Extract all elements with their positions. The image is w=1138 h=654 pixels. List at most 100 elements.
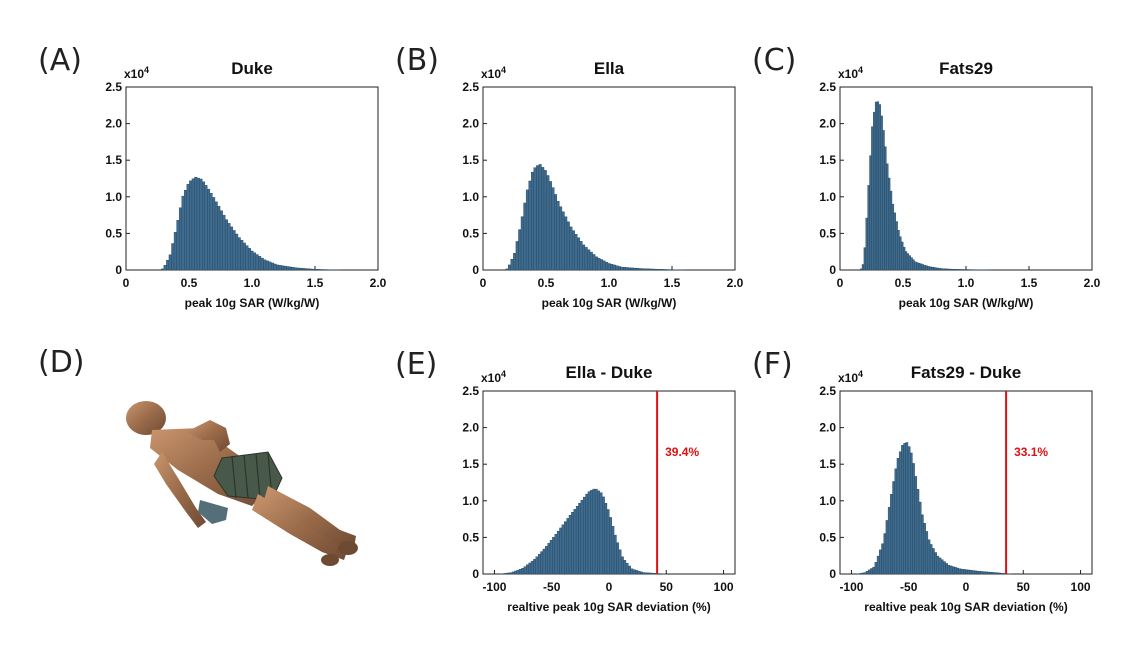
y-multiplier: x104 [838, 65, 863, 81]
histogram-bar [615, 265, 619, 271]
histogram-bar [518, 568, 522, 575]
histogram-bar [583, 496, 586, 575]
histogram-bar [861, 264, 865, 271]
x-tick-label: 2.0 [370, 276, 387, 290]
histogram-bar [971, 570, 975, 575]
histogram-bar [189, 180, 193, 271]
histogram-bar [579, 241, 583, 271]
histogram-bar [923, 264, 926, 271]
histogram-bar [173, 232, 177, 271]
histogram-bar [998, 572, 1001, 575]
histogram-bar [600, 259, 604, 271]
y-tick-label: 2.0 [105, 117, 122, 131]
histogram-bar [232, 230, 236, 271]
histogram-bar [293, 267, 297, 271]
histogram-bar [938, 557, 942, 575]
histogram-bar [929, 544, 933, 575]
histogram-bar [870, 568, 873, 575]
histogram-bar [861, 572, 865, 575]
histogram-bar [296, 267, 300, 271]
x-tick-label: 2.0 [727, 276, 744, 290]
axes-frame [839, 390, 1093, 575]
histogram-bar [959, 269, 962, 271]
histogram-bar [546, 175, 550, 271]
histogram-bar [551, 187, 555, 271]
histogram-bar [507, 572, 510, 575]
histogram-bar [879, 549, 882, 575]
histogram-bar [199, 178, 203, 271]
histogram-bar [543, 170, 547, 271]
y-tick-label: 1.5 [819, 153, 836, 167]
chart-title: Ella - Duke [566, 363, 653, 382]
histogram-bar [528, 562, 532, 575]
histogram-bar [222, 214, 226, 271]
histogram-bar [925, 531, 929, 575]
histogram-bar [991, 572, 995, 575]
histogram-bar [925, 265, 928, 271]
histogram-bar [982, 571, 986, 575]
histogram-bar [521, 568, 525, 575]
x-tick-label: 0.5 [181, 276, 198, 290]
histogram-bar [554, 194, 558, 271]
histogram-bar [592, 488, 596, 575]
histogram-bar [949, 565, 953, 575]
histogram-bar [865, 217, 868, 271]
histogram-bar [270, 262, 274, 271]
histogram-bar [923, 523, 926, 575]
histogram-bar [957, 269, 960, 271]
histogram-bar [304, 268, 308, 271]
histogram-bar [635, 570, 638, 575]
histogram-bar [291, 267, 295, 271]
body-foot [338, 541, 358, 555]
histogram-bar [186, 184, 190, 271]
histogram-bar [639, 571, 643, 575]
histogram-bar [899, 236, 902, 271]
histogram-bar [599, 492, 603, 575]
histogram-bar [607, 263, 611, 271]
histogram-bar [575, 505, 579, 575]
histogram-bar [276, 264, 280, 271]
x-tick-label: 100 [1071, 580, 1091, 594]
histogram-bar [552, 537, 555, 575]
histogram-bar [258, 256, 262, 271]
x-tick-label: 50 [1017, 580, 1031, 594]
histogram-bar [894, 468, 898, 575]
histogram-bar [571, 512, 574, 575]
y-tick-label: 2.0 [462, 421, 479, 435]
histogram-bar [940, 559, 944, 575]
panel-label: (A) [38, 43, 82, 78]
chart-panel-b: (B) Ella x104 0 0.5 1.0 1.5 2.0 2.5 0 0.5 1.0 1.5 2.0… [395, 43, 744, 310]
histogram-bar [245, 245, 249, 271]
histogram-bar [936, 267, 939, 271]
body-head [126, 401, 166, 435]
histogram-bar [230, 226, 234, 271]
y-tick-label: 2.0 [819, 421, 836, 435]
histogram-bar [917, 262, 921, 271]
histogram-bar [504, 573, 508, 575]
histogram-bar [505, 268, 509, 271]
histogram-bar [962, 269, 966, 271]
histogram-bar [888, 177, 891, 271]
histogram-bar [958, 568, 962, 575]
histogram-bar [533, 167, 537, 271]
histogram-bar [525, 189, 529, 271]
histogram-bar [859, 268, 863, 271]
histogram-bar [161, 268, 165, 271]
histogram-bar [564, 216, 568, 271]
histogram-bar [613, 534, 617, 575]
histogram-bar [887, 507, 891, 575]
histogram-bar [927, 539, 931, 575]
histogram-bar [587, 491, 591, 575]
histogram-bar [597, 490, 601, 575]
histogram-bar [589, 251, 593, 271]
histogram-bar [260, 257, 264, 271]
histogram-bar [587, 249, 591, 271]
histogram-bar [642, 572, 646, 575]
histogram-bar [602, 260, 606, 271]
histogram-bar [209, 193, 213, 271]
histogram-bar [901, 445, 904, 575]
histogram-bar [942, 268, 945, 271]
histogram-bar [874, 562, 878, 575]
histogram-bar [647, 572, 650, 575]
